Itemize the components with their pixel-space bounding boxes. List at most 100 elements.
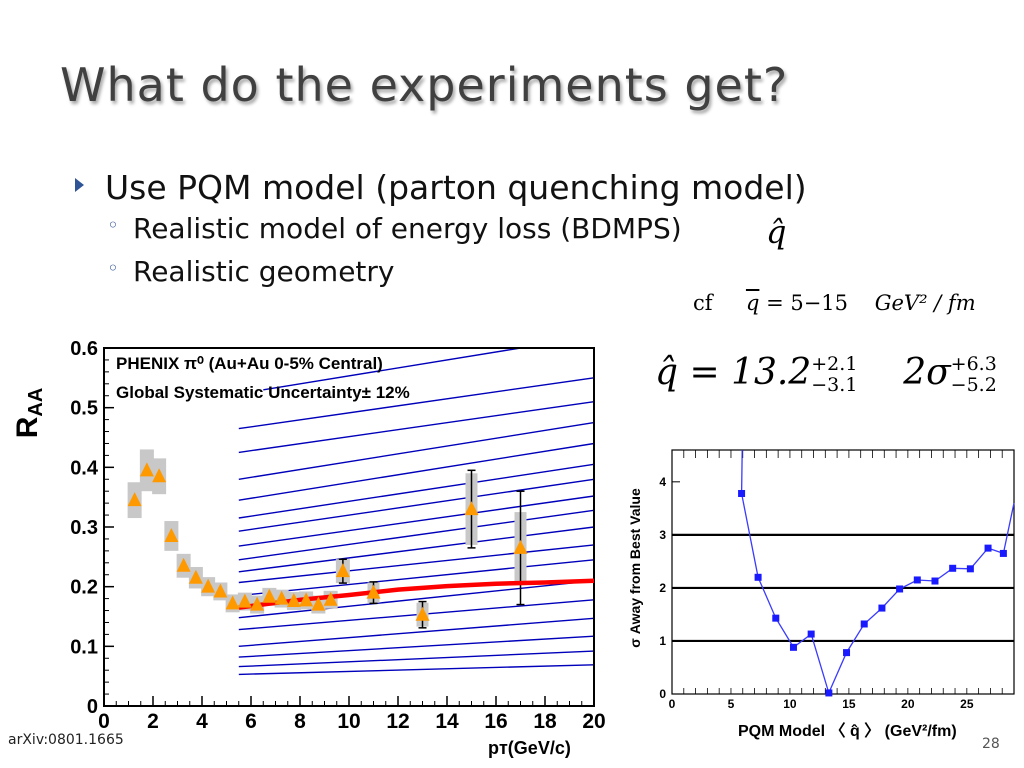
model-curve: [238, 509, 595, 561]
model-curve: [238, 401, 595, 454]
sigma-y-tick-label: 1: [659, 634, 666, 648]
raa-y-tick-label: 0.2: [70, 577, 98, 599]
sigma-x-tick-label: 20: [901, 697, 915, 711]
raa-ylabel: RAA: [11, 388, 47, 439]
sigma-chart: 0 5 10 15 20 25 0 1 2 3 4 σ Away from Best Value P…: [627, 449, 1015, 740]
raa-y-tick-label: 0: [87, 696, 98, 718]
model-curve: [238, 544, 595, 584]
model-curve: [238, 559, 595, 597]
model-curve: [263, 347, 521, 391]
sigma-x-tick-label: 0: [669, 697, 676, 711]
raa-y-tick-label: 0.3: [70, 517, 98, 539]
sigma-ylabel: σ Away from Best Value: [627, 488, 643, 648]
model-curve: [238, 580, 595, 619]
sigma-data-point: [860, 620, 868, 628]
bullet-main: Use PQM model (parton quenching model): [75, 168, 807, 212]
triangle-bullet-icon: [75, 178, 84, 192]
sigma-y-tick-label: 0: [659, 687, 666, 701]
circle-bullet-icon: ◦: [107, 213, 119, 237]
sigma-data-point: [754, 573, 762, 581]
raa-data-point: [286, 592, 301, 607]
cf-units: GeV² / fm: [874, 291, 976, 315]
raa-x-tick-label: 6: [245, 710, 257, 733]
two-sigma-up: +6.3: [950, 353, 997, 375]
result-two-sigma: 2σ: [903, 352, 951, 393]
sub-bullet-1: ◦ Realistic model of energy loss (BDMPS): [75, 212, 807, 255]
model-curve: [238, 635, 595, 658]
raa-data-point: [513, 539, 528, 554]
bullet-list: Use PQM model (parton quenching model) ◦…: [75, 168, 807, 298]
model-curve: [238, 463, 595, 519]
sigma-x-tick-label: 25: [960, 697, 974, 711]
sigma-data-point: [789, 643, 797, 651]
raa-data-point: [152, 468, 167, 483]
sigma-data-point: [896, 585, 904, 593]
sub-bullet-1-text: Realistic model of energy loss (BDMPS): [133, 212, 682, 245]
arxiv-reference: arXiv:0801.1665: [8, 732, 124, 748]
raa-data-point: [311, 596, 326, 611]
sigma-data-point: [949, 564, 957, 572]
model-curve: [238, 377, 595, 430]
sigma-data-point: [878, 604, 886, 612]
model-curve: [238, 421, 595, 480]
sigma-data-point: [984, 544, 992, 552]
raa-data-point: [323, 591, 338, 606]
model-curve: [238, 495, 595, 547]
circle-bullet-icon: ◦: [107, 256, 119, 280]
model-curve: [238, 442, 595, 501]
sigma-y-tick-label: 4: [659, 475, 666, 489]
raa-y-tick-label: 0.1: [70, 636, 98, 658]
qhat-symbol: q̂: [766, 213, 787, 251]
raa-data-point: [213, 583, 228, 598]
sigma-x-tick-label: 15: [842, 697, 856, 711]
raa-x-tick-label: 2: [147, 710, 159, 733]
sigma-plot-frame: [671, 449, 1015, 695]
raa-data-point: [415, 606, 430, 621]
raa-data-point: [274, 590, 289, 605]
raa-x-tick-label: 14: [435, 710, 459, 733]
sigma-x-tick-label: 5: [728, 697, 735, 711]
model-curve: [238, 617, 595, 647]
raa-xlabel: pᴛ(GeV/c): [488, 738, 571, 758]
raa-x-tick-label: 10: [337, 710, 360, 733]
raa-data-point: [366, 584, 381, 599]
raa-x-tick-label: 0: [98, 710, 110, 733]
page-number: 28: [982, 736, 1000, 752]
raa-data-point: [335, 563, 350, 578]
raa-x-tick-label: 18: [533, 710, 557, 733]
raa-y-tick-label: 0.6: [70, 338, 98, 360]
raa-data-point: [225, 595, 240, 610]
raa-data-point: [164, 527, 179, 542]
result-lhs: q̂ = 13.2: [655, 352, 812, 393]
raa-subtitle: Global Systematic Uncertainty± 12%: [116, 383, 410, 402]
two-sigma-errors: +6.3 −5.2: [951, 354, 997, 396]
raa-data-point: [464, 501, 479, 516]
sigma-data-point: [913, 576, 921, 584]
result-down: −3.1: [811, 374, 858, 396]
cf-qbar: q: [745, 291, 760, 315]
sigma-data-point: [931, 577, 939, 585]
raa-data-point: [299, 592, 314, 607]
sigma-xlabel: PQM Model 〈 q̂ 〉 (GeV²/fm): [738, 722, 957, 740]
raa-data-point: [176, 557, 191, 572]
model-curve: [238, 526, 595, 573]
raa-data-point: [188, 569, 203, 584]
result-up: +2.1: [811, 353, 858, 375]
raa-data-point: [250, 596, 265, 611]
sigma-data-point: [843, 649, 851, 657]
raa-title: PHENIX π⁰ (Au+Au 0-5% Central): [116, 354, 383, 373]
slide-title: What do the experiments get?: [60, 58, 789, 112]
raa-data-point: [262, 588, 277, 603]
sigma-y-tick-label: 3: [659, 528, 666, 542]
raa-x-tick-label: 16: [484, 710, 507, 733]
sigma-data-point: [825, 689, 833, 697]
sub-bullet-2-text: Realistic geometry: [133, 255, 395, 288]
cf-label: cf: [693, 291, 713, 315]
sigma-data-point: [966, 565, 974, 573]
sub-bullet-2: ◦ Realistic geometry: [75, 255, 807, 298]
raa-y-tick-label: 0.4: [70, 457, 99, 479]
sigma-data-point: [807, 630, 815, 638]
cf-range: = 5−15: [759, 291, 849, 315]
sigma-data-point: [738, 489, 746, 497]
qhat-result: q̂ = 13.2 +2.1 −3.1 2σ +6.3 −5.2: [655, 352, 997, 396]
